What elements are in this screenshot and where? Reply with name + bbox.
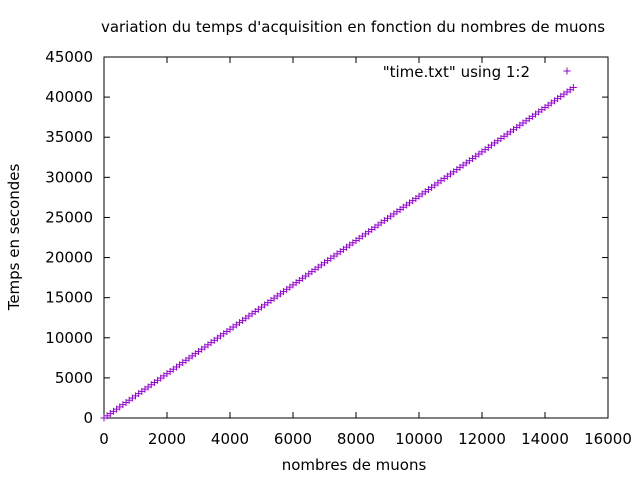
x-tick-label: 10000 (395, 430, 443, 448)
legend-label: "time.txt" using 1:2 (383, 63, 530, 81)
x-tick-label: 6000 (274, 430, 312, 448)
series-points (100, 83, 577, 422)
y-tick-label: 40000 (45, 88, 93, 106)
y-tick-label: 35000 (45, 128, 93, 146)
y-axis-label: Temps en secondes (5, 164, 23, 312)
chart-title: variation du temps d'acquisition en fonc… (101, 18, 605, 36)
y-tick-label: 30000 (45, 168, 93, 186)
x-tick-label: 4000 (211, 430, 249, 448)
x-axis-ticks: 0 2000 4000 6000 8000 10000 12000 14000 16000 (99, 57, 632, 448)
data-point (569, 83, 577, 91)
x-tick-label: 0 (99, 430, 109, 448)
y-tick-label: 20000 (45, 249, 93, 267)
y-tick-label: 15000 (45, 289, 93, 307)
y-tick-label: 5000 (55, 369, 93, 387)
y-tick-label: 25000 (45, 208, 93, 226)
x-axis-label: nombres de muons (282, 456, 427, 474)
y-tick-label: 45000 (45, 48, 93, 66)
x-tick-label: 14000 (521, 430, 569, 448)
x-tick-label: 16000 (584, 430, 632, 448)
y-axis-ticks: 0 5000 10000 15000 20000 25000 30000 35000 40000… (45, 48, 608, 427)
y-tick-label: 0 (83, 409, 93, 427)
x-tick-label: 2000 (148, 430, 186, 448)
x-tick-label: 12000 (458, 430, 506, 448)
y-tick-label: 10000 (45, 329, 93, 347)
x-tick-label: 8000 (337, 430, 375, 448)
legend: "time.txt" using 1:2 (383, 63, 571, 81)
legend-marker (563, 67, 571, 75)
